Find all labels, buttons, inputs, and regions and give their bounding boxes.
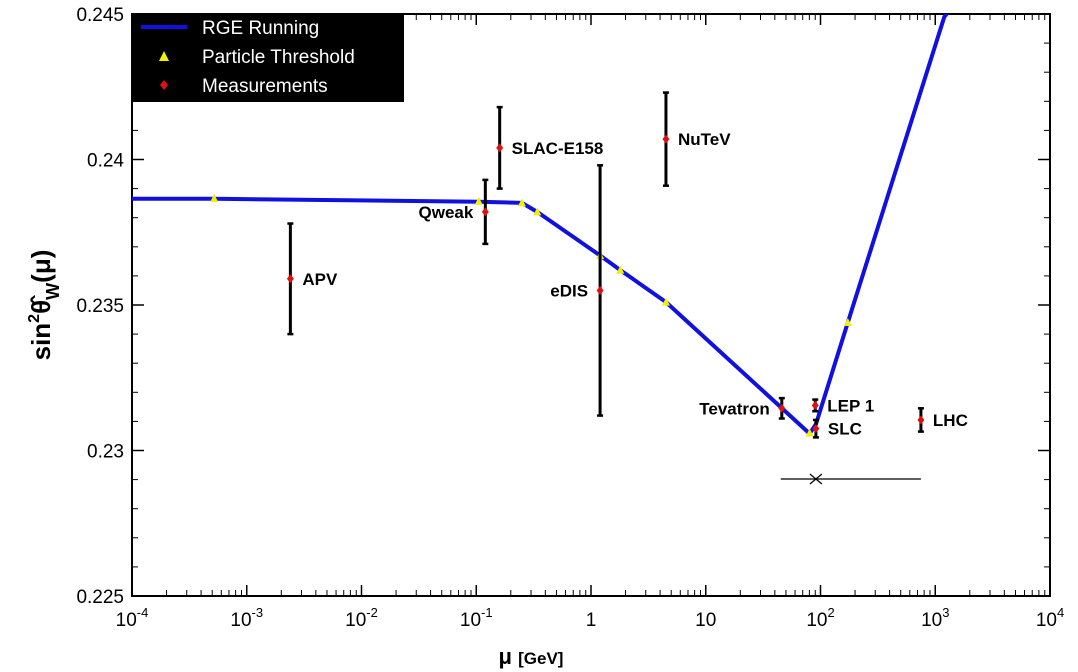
data-label: SLAC-E158 xyxy=(512,139,604,158)
x-tick-label: 104 xyxy=(1036,605,1064,631)
data-label: LHC xyxy=(933,411,968,430)
legend-triangle-icon xyxy=(159,51,169,61)
range-cross xyxy=(809,473,823,485)
legend-diamond-icon xyxy=(160,80,168,90)
x-axis-label: μ [GeV] xyxy=(499,644,564,669)
x-tick-label: 10 xyxy=(695,610,716,631)
data-label: NuTeV xyxy=(678,130,731,149)
measurement-point xyxy=(778,403,786,413)
threshold-marker xyxy=(843,317,852,326)
threshold-marker xyxy=(805,428,814,437)
data-label: SLC xyxy=(828,420,862,439)
measurement-point xyxy=(917,415,925,425)
data-label: Qweak xyxy=(419,203,474,222)
legend-label: Particle Threshold xyxy=(202,47,355,68)
y-tick-label: 0.225 xyxy=(76,587,124,608)
data-label: Tevatron xyxy=(699,399,770,418)
data-label: APV xyxy=(302,270,338,289)
measurement-point xyxy=(812,424,820,434)
threshold-marker xyxy=(616,265,625,274)
data-layer: APV Qweak SLAC-E158 eDIS NuTeV Tevatron LEP 1 S… xyxy=(132,14,968,485)
plot-clip-group xyxy=(132,14,950,485)
x-tick-label: 10-3 xyxy=(230,605,263,631)
y-tick-label: 0.24 xyxy=(87,151,124,172)
x-tick-label: 10-4 xyxy=(116,605,149,631)
measurement-point xyxy=(596,285,604,295)
threshold-marker xyxy=(474,196,483,205)
measurement-point xyxy=(286,274,294,284)
measurement-point xyxy=(496,143,504,153)
legend-label: Measurements xyxy=(202,76,328,97)
threshold-marker xyxy=(661,297,670,306)
y-tick-label: 0.245 xyxy=(76,5,124,26)
x-tick-label: 103 xyxy=(921,605,949,631)
y-tick-label: 0.23 xyxy=(87,442,124,463)
legend-label: RGE Running xyxy=(202,18,319,39)
measurement-point xyxy=(481,207,489,217)
x-tick-label: 10-2 xyxy=(345,605,378,631)
x-tick-label: 10-1 xyxy=(460,605,493,631)
y-tick-label: 0.235 xyxy=(76,296,124,317)
legend: RGE Running Particle Threshold Measurement… xyxy=(132,14,404,102)
data-label: LEP 1 xyxy=(827,396,874,415)
measurement-point xyxy=(811,400,819,410)
x-tick-label: 1 xyxy=(586,610,597,631)
threshold-marker xyxy=(533,207,542,216)
x-tick-label: 102 xyxy=(806,605,834,631)
measurement-point xyxy=(662,134,670,144)
data-label: eDIS xyxy=(550,281,588,300)
threshold-marker xyxy=(210,193,219,202)
threshold-marker xyxy=(517,198,526,207)
y-axis-label: sin2θ̂W(μ) xyxy=(26,250,63,361)
